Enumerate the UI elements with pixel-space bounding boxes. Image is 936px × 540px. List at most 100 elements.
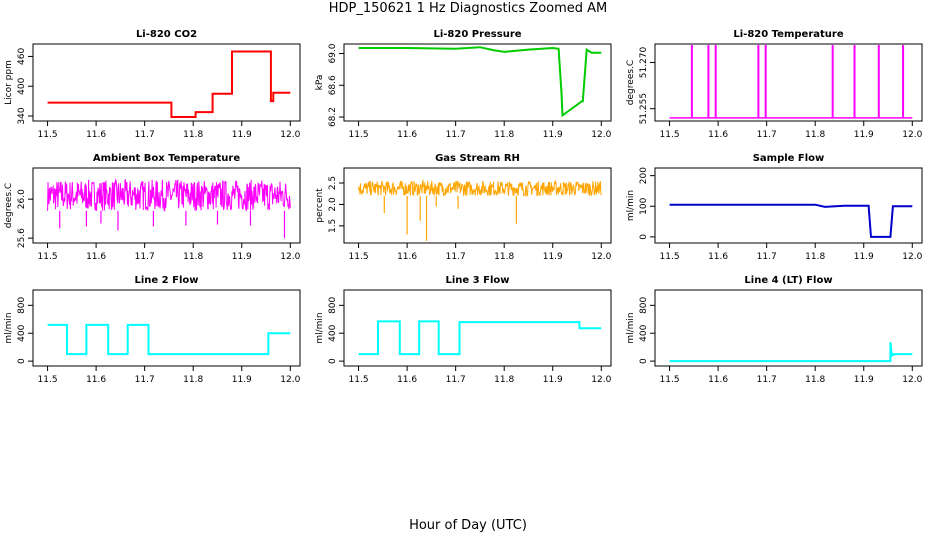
x-tick-label: 11.6	[708, 375, 728, 385]
y-tick-label: 800	[639, 296, 649, 313]
x-tick-label: 11.9	[543, 130, 563, 140]
figure-title: HDP_150621 1 Hz Diagnostics Zoomed AM	[328, 1, 608, 16]
x-tick-label: 11.5	[660, 375, 680, 385]
y-tick-label: 0	[17, 358, 27, 364]
series-line	[358, 320, 602, 356]
x-tick-label: 11.6	[708, 252, 728, 262]
chart-panel-6: Sample Flow 11.5 11.6 11.7 11.8 11.9 12.0 0 100 2…	[626, 153, 923, 262]
plot-frame	[32, 289, 301, 367]
plot-frame	[343, 43, 612, 122]
x-tick-label: 11.8	[805, 130, 825, 140]
chart-title: Li-820 CO2	[136, 29, 197, 40]
x-tick-label: 12.0	[902, 375, 922, 385]
plot-frame	[654, 167, 923, 244]
y-tick-label: 0	[639, 234, 649, 240]
y-tick-label: 400	[639, 324, 649, 341]
plot-frame	[32, 43, 301, 122]
x-tick-label: 11.7	[135, 375, 155, 385]
series-line	[669, 203, 913, 238]
x-tick-label: 12.0	[280, 375, 300, 385]
y-tick-label: 26.0	[17, 189, 27, 209]
x-tick-label: 11.6	[397, 375, 417, 385]
x-tick-label: 11.9	[854, 130, 874, 140]
x-tick-label: 12.0	[280, 252, 300, 262]
chart-panel-5: Gas Stream RH 11.5 11.6 11.7 11.8 11.9 12.0 1.5…	[315, 153, 612, 262]
x-tick-label: 11.9	[854, 252, 874, 262]
plot-frame	[32, 167, 301, 244]
x-tick-label: 11.7	[446, 375, 466, 385]
series-layer	[358, 179, 602, 241]
x-tick-label: 11.5	[660, 252, 680, 262]
x-tick-label: 11.6	[86, 375, 106, 385]
series-layer	[47, 177, 291, 239]
chart-panel-9: Line 4 (LT) Flow 11.5 11.6 11.7 11.8 11.9 12.0…	[626, 275, 923, 385]
x-tick-label: 11.8	[805, 252, 825, 262]
chart-panel-7: Line 2 Flow 11.5 11.6 11.7 11.8 11.9 12.0 0 400 8…	[4, 275, 301, 385]
chart-title: Line 3 Flow	[446, 275, 510, 286]
chart-title: Gas Stream RH	[435, 153, 520, 164]
chart-title: Line 4 (LT) Flow	[744, 275, 832, 286]
chart-title: Sample Flow	[753, 153, 825, 164]
y-tick-label: 400	[17, 324, 27, 341]
x-tick-label: 11.8	[494, 130, 514, 140]
x-tick-label: 12.0	[591, 130, 611, 140]
x-tick-label: 11.5	[660, 130, 680, 140]
x-tick-label: 12.0	[591, 252, 611, 262]
y-tick-label: 0	[328, 358, 338, 364]
y-tick-label: 51.270	[639, 46, 649, 78]
chart-panel-4: Ambient Box Temperature 11.5 11.6 11.7 11.8 1…	[4, 153, 301, 262]
x-tick-label: 11.8	[494, 375, 514, 385]
x-tick-label: 11.9	[543, 252, 563, 262]
series-line	[358, 46, 602, 118]
y-tick-label: 400	[17, 77, 27, 94]
series-layer	[669, 342, 913, 363]
x-tick-label: 11.7	[135, 130, 155, 140]
chart-panel-8: Line 3 Flow 11.5 11.6 11.7 11.8 11.9 12.0 0 400 8…	[315, 275, 612, 385]
x-tick-label: 11.6	[86, 252, 106, 262]
x-tick-label: 11.5	[349, 130, 369, 140]
x-tick-label: 11.7	[757, 252, 777, 262]
plot-frame	[654, 43, 923, 122]
y-axis-label: degrees.C	[4, 183, 14, 228]
chart-panel-3: Li-820 Temperature 11.5 11.6 11.7 11.8 11.9 12…	[626, 29, 923, 140]
x-tick-label: 11.7	[757, 375, 777, 385]
series-layer	[358, 320, 602, 356]
x-tick-label: 11.9	[232, 130, 252, 140]
y-tick-label: 400	[328, 324, 338, 341]
x-tick-label: 11.5	[38, 375, 58, 385]
x-tick-label: 11.5	[349, 252, 369, 262]
y-tick-label: 25.6	[17, 228, 27, 248]
series-line	[47, 323, 291, 356]
y-tick-label: 460	[17, 48, 27, 65]
chart-title: Ambient Box Temperature	[93, 153, 240, 164]
x-tick-label: 12.0	[902, 252, 922, 262]
y-tick-label: 51.255	[639, 93, 649, 125]
x-tick-label: 11.6	[397, 130, 417, 140]
chart-title: Line 2 Flow	[135, 275, 199, 286]
x-tick-label: 11.6	[708, 130, 728, 140]
x-tick-label: 11.9	[232, 375, 252, 385]
chart-title: Li-820 Pressure	[433, 29, 521, 40]
x-tick-label: 11.6	[86, 130, 106, 140]
x-tick-label: 11.9	[543, 375, 563, 385]
x-tick-label: 11.5	[349, 375, 369, 385]
x-tick-label: 11.9	[854, 375, 874, 385]
x-tick-label: 12.0	[280, 130, 300, 140]
y-axis-label: degrees.C	[626, 60, 636, 105]
y-tick-label: 800	[17, 296, 27, 313]
figure-x-axis-label: Hour of Day (UTC)	[409, 518, 527, 533]
x-tick-label: 12.0	[902, 130, 922, 140]
x-tick-label: 11.8	[183, 252, 203, 262]
x-tick-label: 11.7	[757, 130, 777, 140]
series-band	[358, 179, 602, 198]
x-tick-label: 11.7	[135, 252, 155, 262]
plot-frame	[343, 289, 612, 367]
y-axis-label: percent	[315, 188, 325, 223]
x-tick-label: 11.7	[446, 252, 466, 262]
chart-panel-2: Li-820 Pressure 11.5 11.6 11.7 11.8 11.9 12.0 6…	[315, 29, 612, 140]
x-tick-label: 12.0	[591, 375, 611, 385]
y-tick-label: 68.2	[328, 107, 338, 127]
y-axis-label: Licor ppm	[4, 60, 14, 105]
y-tick-label: 1.5	[328, 219, 338, 233]
plot-frame	[654, 289, 923, 367]
